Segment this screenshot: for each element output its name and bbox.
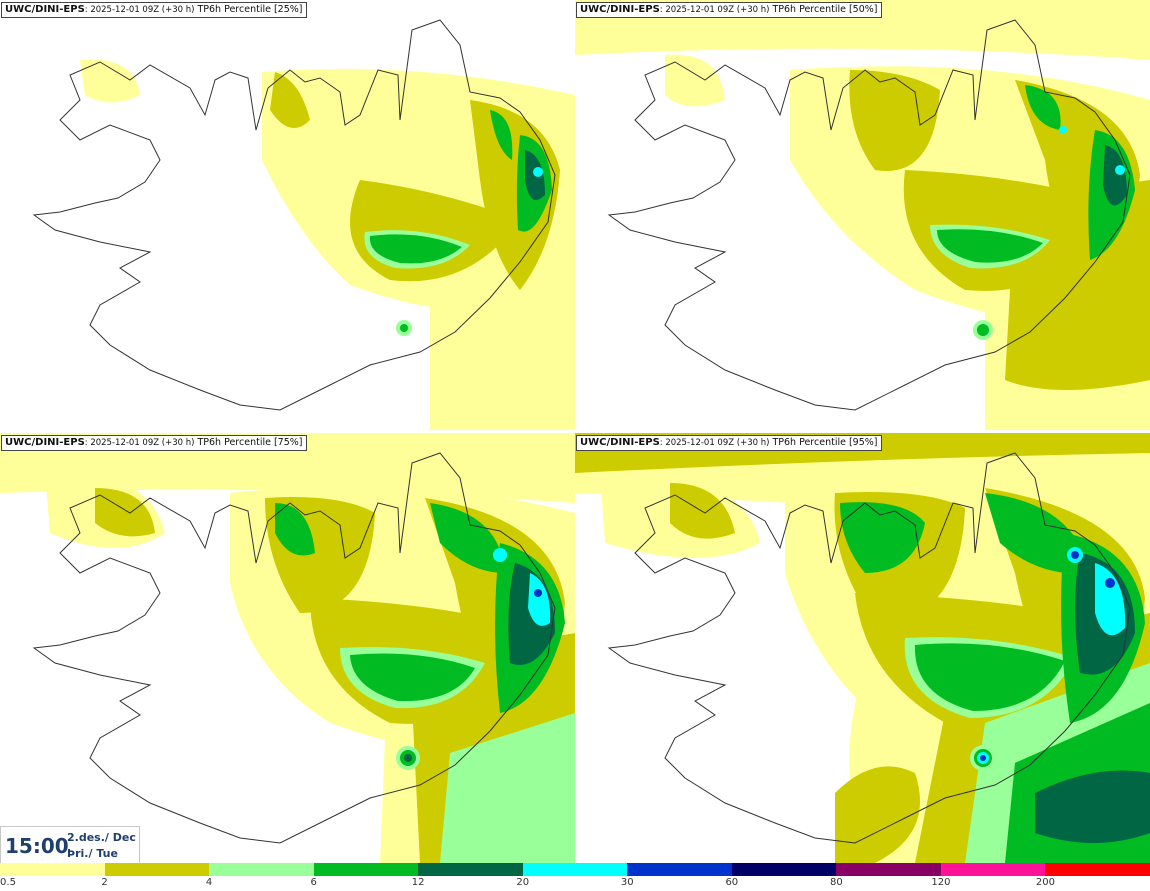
- legend-tick-label: 80: [829, 877, 843, 888]
- legend-swatch: [940, 863, 1046, 876]
- legend-swatch: [522, 863, 628, 876]
- panel-title: UWC/DINI-EPS: 2025-12-01 09Z (+30 h) TP6…: [576, 435, 882, 451]
- legend-swatch: [418, 863, 523, 876]
- valid-time-box: 15:00 2.des./ Dec Þri./ Tue: [0, 826, 140, 864]
- legend-swatch: [0, 863, 105, 876]
- valid-date: 2.des./ Dec: [67, 831, 136, 844]
- legend-swatch: [104, 863, 210, 876]
- legend-swatch: [209, 863, 314, 876]
- precip-map-p50: [575, 0, 1150, 430]
- legend-colorbar: [0, 863, 1150, 876]
- legend-tick-label: 120: [931, 877, 951, 888]
- map-panel-p50: UWC/DINI-EPS: 2025-12-01 09Z (+30 h) TP6…: [575, 0, 1150, 430]
- legend-tick-label: 4: [205, 877, 213, 888]
- panel-title: UWC/DINI-EPS: 2025-12-01 09Z (+30 h) TP6…: [1, 2, 307, 18]
- precip-map-p25: [33, 19, 575, 430]
- legend-tick-label: 20: [516, 877, 530, 888]
- legend-tick-label: 0.5: [0, 877, 16, 888]
- legend-swatch: [731, 863, 837, 876]
- legend-tick-label: 30: [620, 877, 634, 888]
- legend-swatch: [1045, 863, 1150, 876]
- legend-swatch: [836, 863, 941, 876]
- panel-title: UWC/DINI-EPS: 2025-12-01 09Z (+30 h) TP6…: [576, 2, 882, 18]
- panel-title: UWC/DINI-EPS: 2025-12-01 09Z (+30 h) TP6…: [1, 435, 307, 451]
- precip-map-p95: [575, 433, 1150, 863]
- precip-map-p75: [0, 433, 575, 863]
- legend-swatch: [627, 863, 732, 876]
- legend-tick-label: 60: [725, 877, 739, 888]
- map-panel-p25: UWC/DINI-EPS: 2025-12-01 09Z (+30 h) TP6…: [0, 0, 575, 430]
- legend-tick-label: 200: [1035, 877, 1055, 888]
- legend-tick-label: 2: [101, 877, 108, 888]
- map-panel-p95: UWC/DINI-EPS: 2025-12-01 09Z (+30 h) TP6…: [575, 433, 1150, 863]
- legend-swatch: [313, 863, 419, 876]
- legend-tick-label: 6: [310, 877, 317, 888]
- valid-time: 15:00: [5, 834, 69, 858]
- map-panel-p75: UWC/DINI-EPS: 2025-12-01 09Z (+30 h) TP6…: [0, 433, 575, 863]
- valid-weekday: Þri./ Tue: [67, 847, 118, 860]
- color-legend: 0.5 2 4 6 12 20 30 60 80 120 200: [0, 863, 1150, 891]
- legend-tick-label: 12: [411, 877, 425, 888]
